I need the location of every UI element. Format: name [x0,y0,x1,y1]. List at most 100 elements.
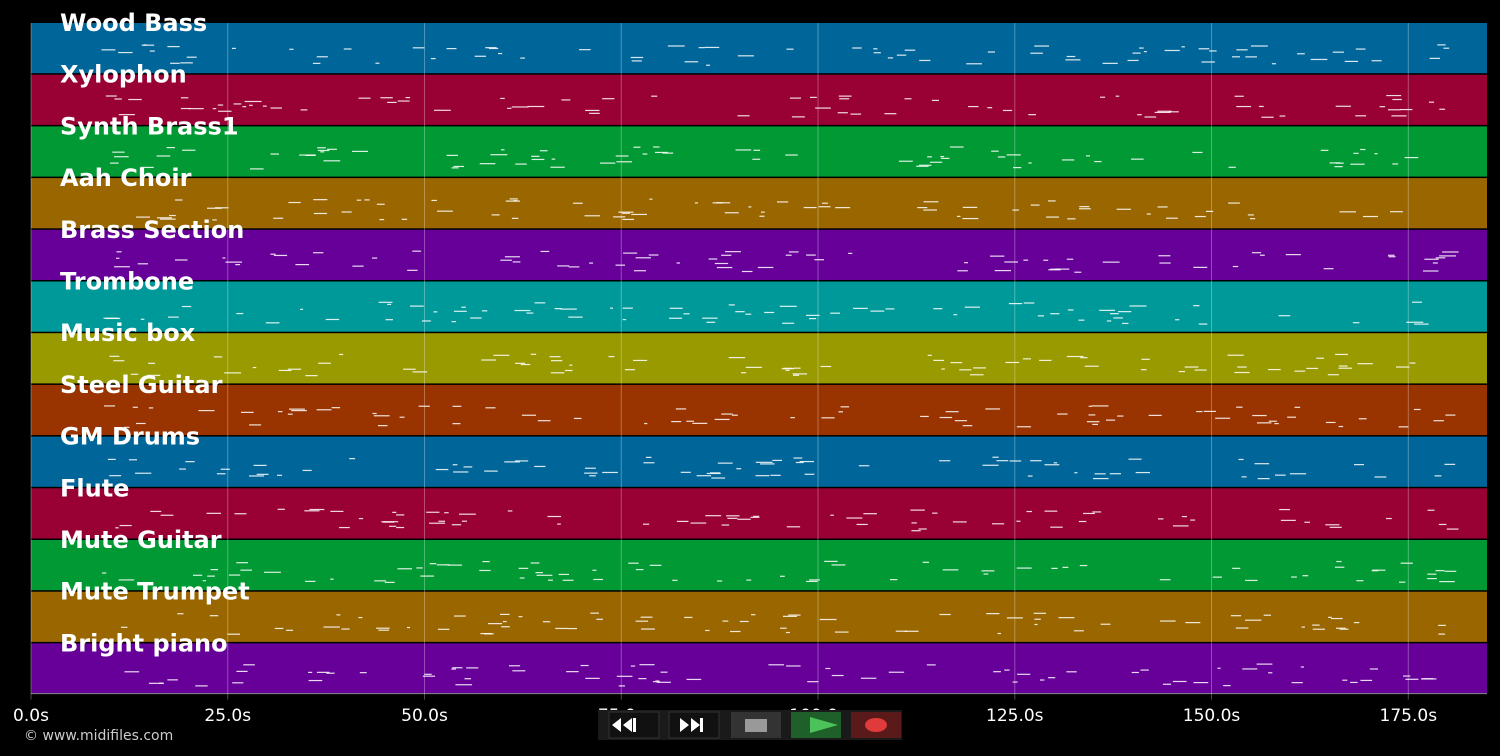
note [1234,371,1250,374]
note [1193,681,1209,684]
note [378,629,390,631]
note [638,678,647,680]
note [1100,623,1111,625]
note [942,569,959,571]
note [491,214,500,216]
note [920,415,929,418]
note [1162,683,1172,685]
note [148,362,155,364]
note [1203,410,1216,412]
note [721,524,730,526]
note [1278,315,1291,317]
note [821,202,828,204]
note [1044,510,1058,512]
play-button[interactable] [791,712,841,738]
note [654,151,669,154]
note [631,213,647,216]
note [217,104,224,106]
note [860,677,877,679]
note [435,468,449,471]
forward-button[interactable] [668,711,720,739]
note [1039,359,1052,362]
note [418,405,430,407]
note [788,251,799,253]
note [579,49,591,51]
note [1078,319,1085,321]
note [507,107,512,109]
note [584,472,598,474]
stop-button[interactable] [731,712,781,738]
note [508,665,521,667]
note [589,262,594,264]
note [825,667,831,670]
note [514,309,531,312]
note [180,107,191,110]
note [873,52,881,54]
note [1392,98,1402,101]
note [1109,313,1119,315]
note [420,575,435,577]
note [1334,166,1343,168]
note [848,252,853,254]
note [518,616,523,618]
note [793,457,803,459]
note [1066,258,1074,260]
note [790,417,795,419]
note [170,62,180,64]
note [397,568,412,570]
note [940,155,945,158]
note [1291,682,1303,684]
note [156,217,172,219]
note [1327,374,1339,376]
note [1342,679,1348,681]
note [1312,628,1325,630]
note [123,426,130,428]
note [550,166,565,168]
note [1127,59,1139,62]
note [1371,60,1382,62]
note [421,320,431,322]
note [101,572,107,574]
note [1390,211,1403,213]
note [531,155,540,157]
note [1046,216,1059,218]
note [325,318,340,321]
note [1268,672,1273,674]
note [1078,520,1087,523]
note [1404,156,1419,159]
note [1339,628,1349,630]
note [904,630,919,632]
note [288,201,301,204]
note [286,629,294,631]
note [1058,617,1075,619]
track-band [31,436,1487,487]
note [113,360,125,362]
note [1245,619,1262,621]
note [820,365,832,368]
note [109,475,122,477]
note [806,314,820,316]
note [379,218,385,221]
note [490,154,508,156]
note [1433,420,1444,422]
record-button[interactable] [851,712,901,738]
note [1336,560,1342,563]
note [1157,206,1168,208]
rewind-button[interactable] [608,711,660,739]
note [1088,405,1092,407]
note [1016,567,1032,569]
note [710,472,721,474]
note [750,614,756,616]
note [1405,678,1419,680]
note [1279,115,1286,117]
note [1444,463,1456,465]
note [830,312,841,314]
note [602,98,615,100]
note [702,317,718,319]
note [949,146,964,148]
note [714,418,730,421]
note [461,520,468,522]
note [1435,570,1445,572]
note [1320,149,1329,151]
note [735,311,745,313]
